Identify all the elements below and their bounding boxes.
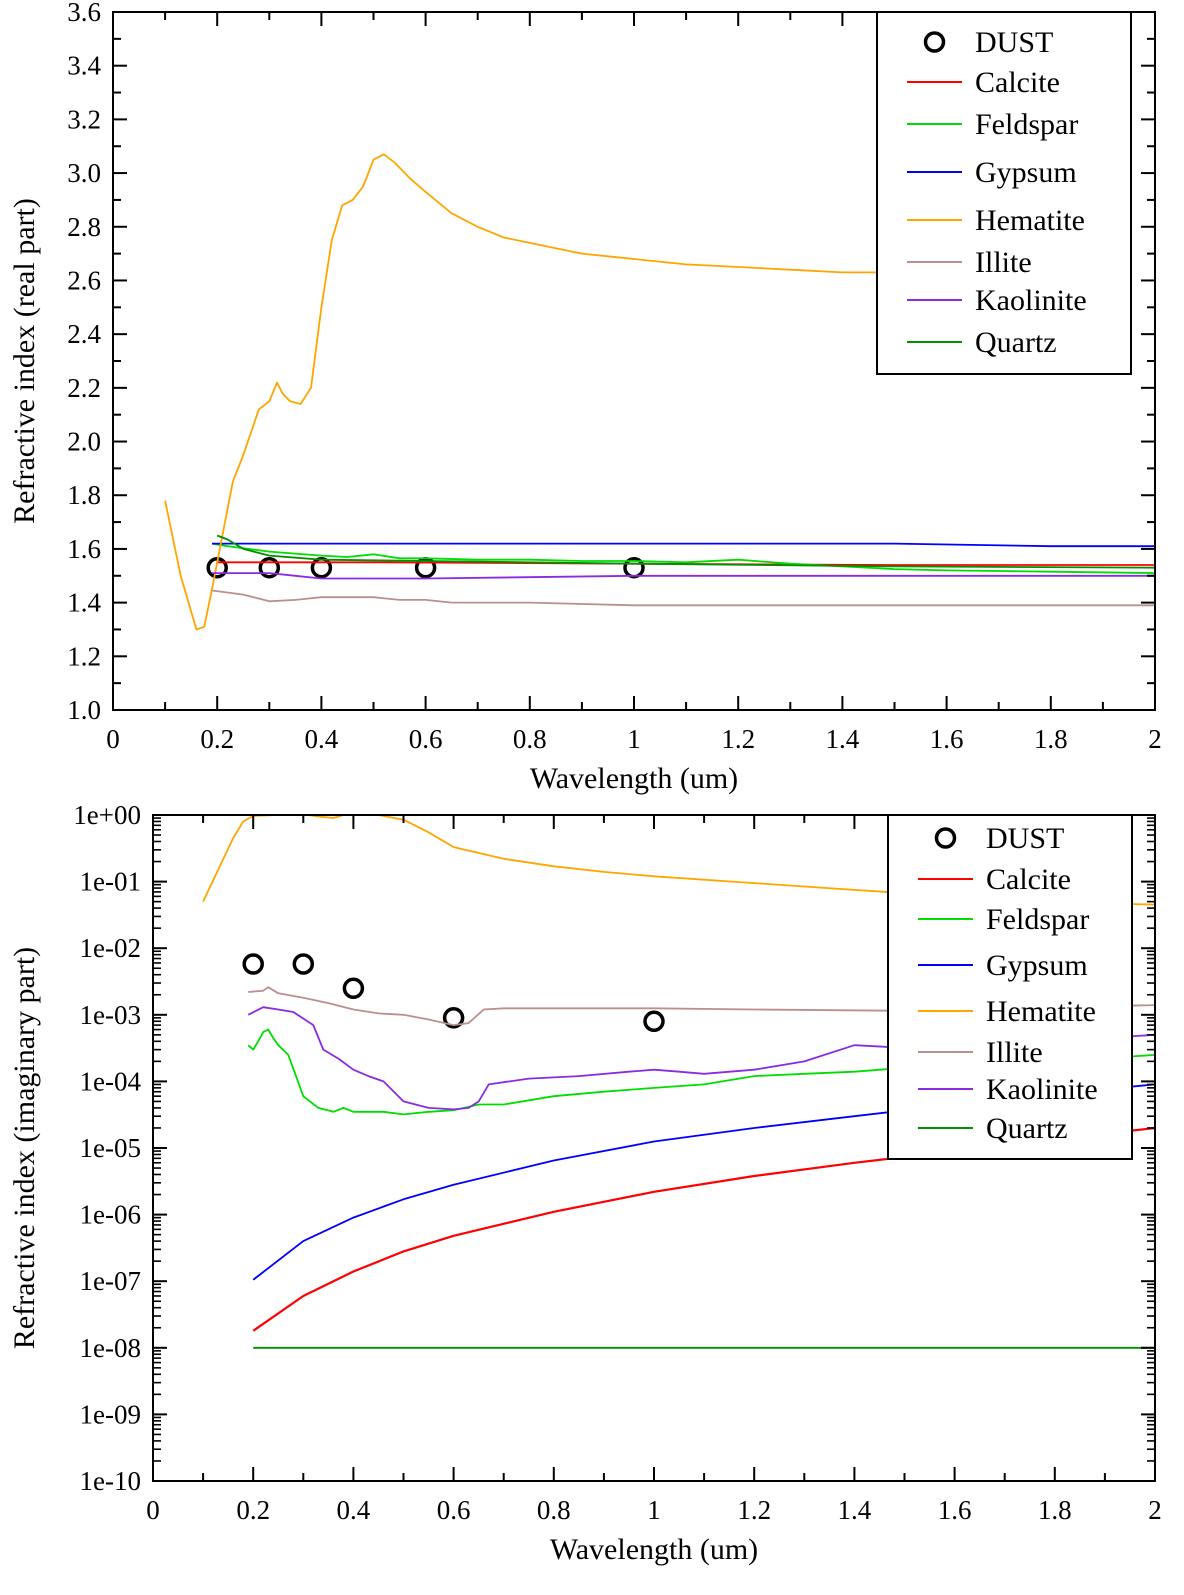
legend-label-quartz: Quartz (975, 326, 1057, 359)
legend: DUST Calcite Feldspar Gypsum Hematite Illite K… (876, 11, 1132, 375)
y-axis-label: Refractive index (imaginary part) (8, 947, 41, 1349)
x-tick-label: 0 (146, 1495, 160, 1525)
series-line-kaolinite (212, 572, 1155, 580)
x-tick-label: 2 (1148, 724, 1162, 754)
x-tick-label: 1.4 (838, 1495, 872, 1525)
x-tick-label: 2 (1148, 1495, 1162, 1525)
x-tick-label: 1.8 (1038, 1495, 1072, 1525)
y-tick-label: 1e-09 (80, 1399, 141, 1429)
dust-marker-2 (310, 556, 333, 579)
x-tick-label: 0.2 (236, 1495, 270, 1525)
legend-label-feldspar: Feldspar (975, 108, 1078, 141)
x-tick-label: 0.4 (337, 1495, 371, 1525)
dust-marker-3 (442, 1007, 465, 1029)
legend-box (887, 814, 1133, 1160)
x-tick-label: 1.4 (826, 724, 860, 754)
legend-label-calcite: Calcite (986, 863, 1071, 896)
y-axis-label: Refractive index (real part) (8, 198, 41, 524)
series-line-gypsum (212, 542, 1155, 548)
series-line-hematite (202, 815, 1155, 906)
real-part-chart: 0 0.2 0.4 0.6 0.8 1 1.2 1.4 1.6 1.8 2 1.0 1.2 1.4 1.6 1… (8, 0, 1162, 795)
y-tick-label: 3.4 (67, 51, 101, 81)
x-tick-label: 1 (627, 724, 641, 754)
x-tick-label: 1.8 (1034, 724, 1068, 754)
series-line-quartz (216, 534, 1155, 569)
x-tick-label: 0.6 (437, 1495, 471, 1525)
imaginary-part-chart: 0 0.2 0.4 0.6 0.8 1 1.2 1.4 1.6 1.8 2 1e+00 1e-01 1e-… (8, 800, 1162, 1566)
x-axis-label: Wavelength (um) (550, 1533, 758, 1566)
x-tick-label: 1.6 (938, 1495, 972, 1525)
legend-label-feldspar: Feldspar (986, 903, 1089, 936)
series-line-illite (211, 589, 1155, 607)
dust-marker-2 (342, 977, 365, 1000)
legend-label-hematite: Hematite (986, 995, 1096, 1028)
y-tick-label: 1e-08 (80, 1333, 141, 1363)
x-tick-label: 0.8 (513, 724, 547, 754)
legend-box (876, 11, 1132, 375)
plot-area (202, 815, 1155, 1349)
legend-label-gypsum: Gypsum (986, 949, 1088, 982)
dust-marker-1 (258, 556, 281, 579)
y-tick-label: 1.0 (67, 695, 101, 725)
y-tick-label: 3.6 (67, 0, 101, 27)
y-tick-label: 1e-07 (80, 1266, 141, 1296)
dust-marker-0 (242, 953, 264, 975)
y-tick-label: 1.8 (67, 480, 101, 510)
legend-label-hematite: Hematite (975, 204, 1085, 237)
series-line-kaolinite (247, 1006, 1155, 1111)
y-tick-label: 1.4 (67, 588, 101, 618)
y-tick-label: 2.6 (67, 265, 101, 295)
x-tick-label: 0.6 (409, 724, 443, 754)
legend-label-kaolinite: Kaolinite (975, 284, 1087, 317)
legend-marker-dust (934, 827, 957, 849)
series-line-feldspar (247, 1028, 1155, 1116)
y-tick-label: 1e-04 (80, 1066, 142, 1096)
y-tick-label: 2.4 (67, 319, 101, 349)
legend-label-calcite: Calcite (975, 66, 1060, 99)
y-tick-label: 1.2 (67, 641, 101, 671)
x-tick-label: 1.2 (721, 724, 755, 754)
legend-label-gypsum: Gypsum (975, 156, 1077, 189)
y-tick-label: 1e-10 (80, 1466, 141, 1496)
dust-marker-4 (643, 1010, 665, 1033)
y-tick-label: 1e-03 (80, 1000, 141, 1030)
y-tick-label: 1e-05 (80, 1133, 141, 1163)
x-tick-label: 1.2 (737, 1495, 771, 1525)
y-tick-label: 1e-02 (80, 933, 141, 963)
x-tick-label: 0.4 (305, 724, 339, 754)
y-tick-label: 2.8 (67, 212, 101, 242)
y-tick-label: 3.0 (67, 158, 101, 188)
legend-marker-dust (923, 31, 946, 53)
legend-label-illite: Illite (975, 246, 1032, 279)
x-tick-label: 0 (106, 724, 120, 754)
plot-area (164, 153, 1155, 631)
x-tick-label: 0.2 (200, 724, 234, 754)
y-tick-label: 1e-06 (80, 1200, 141, 1230)
x-tick-label: 1 (647, 1495, 661, 1525)
legend-label-illite: Illite (986, 1036, 1043, 1069)
legend-label-kaolinite: Kaolinite (986, 1073, 1098, 1106)
legend-label-quartz: Quartz (986, 1112, 1068, 1145)
legend-label-dust: DUST (986, 822, 1064, 855)
y-tick-label: 1e+00 (73, 800, 141, 830)
y-tick-label: 2.0 (67, 427, 101, 457)
series-line-feldspar (211, 542, 1155, 574)
y-tick-label: 1.6 (67, 534, 101, 564)
legend: DUST Calcite Feldspar Gypsum Hematite Illite K… (887, 814, 1133, 1160)
y-tick-label: 3.2 (67, 104, 101, 134)
x-axis-label: Wavelength (um) (530, 762, 738, 795)
series-line-illite (248, 986, 1155, 1026)
dust-marker-1 (292, 953, 315, 975)
x-tick-label: 1.6 (930, 724, 964, 754)
legend-label-dust: DUST (975, 26, 1053, 59)
x-tick-label: 0.8 (537, 1495, 571, 1525)
y-tick-label: 2.2 (67, 373, 101, 403)
y-tick-label: 1e-01 (80, 867, 141, 897)
series-line-hematite (164, 153, 895, 631)
